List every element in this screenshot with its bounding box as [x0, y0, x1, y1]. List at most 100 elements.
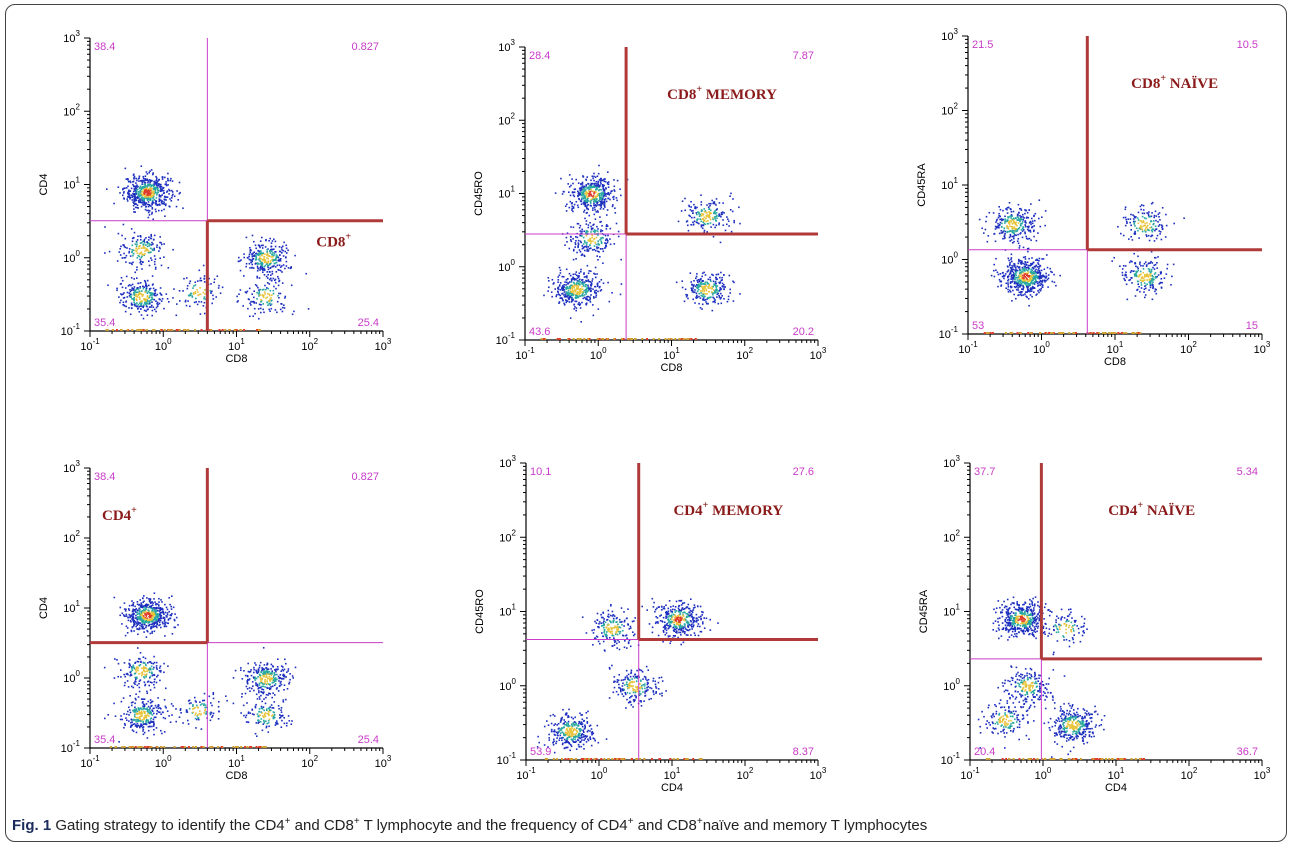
event-dot	[589, 239, 592, 241]
event-dot	[1135, 275, 1138, 278]
event-dot	[582, 281, 584, 283]
event-dot	[162, 190, 164, 192]
y-tick-label: 103	[498, 38, 515, 54]
event-dot	[1025, 279, 1028, 281]
event-dot	[719, 276, 721, 279]
event-dot	[583, 246, 585, 249]
event-dot	[159, 287, 162, 289]
event-dot	[1020, 232, 1022, 234]
event-dot	[238, 293, 240, 295]
y-tick-label: 101	[63, 176, 80, 192]
event-dot	[1140, 287, 1143, 289]
event-dot	[172, 248, 174, 251]
event-dot	[580, 182, 582, 185]
event-dot	[993, 269, 995, 272]
event-dot	[137, 178, 140, 180]
event-dot	[1030, 276, 1033, 278]
event-dot	[993, 263, 995, 266]
event-dot	[150, 616, 153, 619]
event-dot	[287, 249, 289, 252]
event-dot	[129, 619, 132, 622]
event-dot	[272, 292, 275, 295]
event-dot	[694, 285, 697, 288]
event-dot	[164, 215, 166, 217]
event-dot	[1135, 273, 1137, 275]
event-dot	[579, 224, 582, 227]
event-dot	[1010, 257, 1013, 259]
event-dot	[598, 286, 601, 289]
event-dot	[620, 283, 623, 285]
event-dot	[681, 200, 684, 202]
event-dot	[255, 258, 258, 261]
event-dot	[577, 242, 580, 244]
event-dot	[1033, 215, 1035, 217]
event-dot	[135, 622, 138, 625]
event-dot	[151, 211, 153, 214]
event-dot	[198, 300, 200, 303]
event-dot	[118, 296, 120, 298]
event-dot	[586, 291, 588, 293]
event-dot	[587, 190, 590, 192]
event-dot	[604, 246, 607, 249]
event-dot	[1033, 265, 1036, 268]
event-dot	[202, 264, 205, 267]
event-dot	[1038, 288, 1041, 291]
event-dot	[156, 626, 158, 629]
event-dot	[563, 286, 565, 288]
event-dot	[581, 185, 584, 187]
percent-lower-left: 53	[972, 320, 984, 332]
event-dot	[1156, 262, 1158, 264]
event-dot	[168, 610, 170, 613]
event-dot	[163, 192, 165, 194]
event-dot	[592, 288, 594, 290]
event-dot	[1150, 260, 1152, 263]
event-dot	[249, 302, 251, 305]
event-dot	[566, 203, 568, 206]
event-dot	[130, 304, 133, 306]
event-dot	[266, 249, 268, 251]
event-dot	[701, 218, 703, 221]
x-tick-label: 101	[228, 754, 245, 770]
event-dot	[144, 181, 147, 184]
event-dot	[147, 622, 149, 624]
event-dot	[280, 246, 283, 249]
event-dot	[1134, 225, 1136, 227]
event-dot	[586, 199, 589, 202]
event-dot	[1016, 219, 1019, 221]
event-dot	[577, 280, 580, 283]
event-dot	[597, 246, 600, 249]
event-dot	[1137, 283, 1139, 285]
event-dot	[1160, 271, 1162, 273]
event-dot	[606, 183, 609, 185]
event-dot	[182, 207, 184, 209]
event-dot	[177, 199, 179, 201]
event-dot	[127, 193, 130, 196]
event-dot	[691, 290, 694, 293]
event-dot	[1031, 285, 1034, 288]
event-dot	[146, 295, 149, 297]
event-dot	[128, 284, 131, 286]
event-dot	[148, 300, 151, 302]
event-dot	[578, 293, 581, 296]
event-dot	[598, 186, 601, 188]
event-dot	[155, 288, 157, 291]
event-dot	[598, 189, 600, 192]
event-dot	[608, 300, 611, 303]
event-dot	[163, 196, 166, 198]
event-dot	[713, 211, 716, 213]
event-dot	[134, 290, 137, 293]
floor-event	[983, 332, 986, 334]
event-dot	[140, 304, 142, 306]
event-dot	[1154, 225, 1157, 228]
event-dot	[1025, 217, 1028, 219]
event-dot	[145, 610, 147, 613]
event-dot	[1024, 275, 1027, 278]
event-dot	[577, 243, 580, 246]
event-dot	[1043, 279, 1046, 281]
event-dot	[176, 190, 178, 192]
event-dot	[583, 240, 586, 242]
event-dot	[586, 299, 589, 301]
event-dot	[575, 288, 578, 290]
event-dot	[260, 304, 262, 306]
event-dot	[998, 215, 1000, 217]
